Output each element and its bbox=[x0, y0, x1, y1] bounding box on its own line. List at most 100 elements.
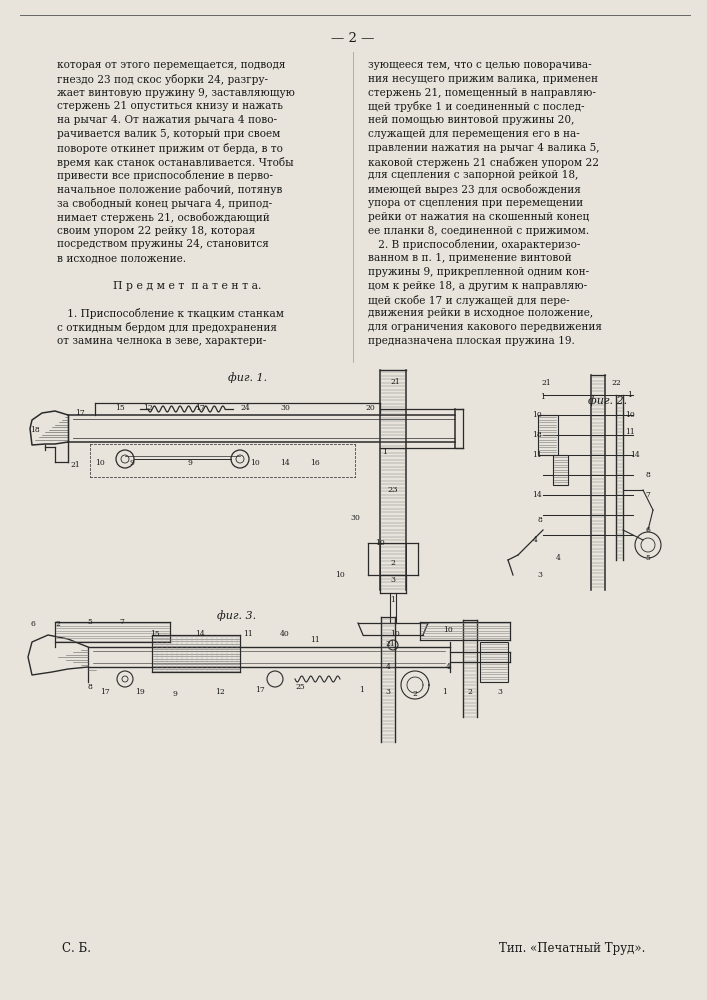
Text: 22: 22 bbox=[611, 379, 621, 387]
Text: 10: 10 bbox=[95, 459, 105, 467]
Text: 8: 8 bbox=[88, 683, 93, 691]
Text: ванном в п. 1, применение винтовой: ванном в п. 1, применение винтовой bbox=[368, 253, 572, 263]
Text: 14: 14 bbox=[630, 451, 640, 459]
Text: привести все приспособление в перво-: привести все приспособление в перво- bbox=[57, 170, 273, 181]
Text: 15: 15 bbox=[150, 630, 160, 638]
Bar bbox=[480, 642, 508, 682]
Text: 11: 11 bbox=[532, 451, 542, 459]
Text: для сцепления с запорной рейкой 18,: для сцепления с запорной рейкой 18, bbox=[368, 170, 578, 180]
Text: фиг. 3.: фиг. 3. bbox=[218, 610, 257, 621]
Text: 23: 23 bbox=[387, 486, 398, 494]
Text: С. Б.: С. Б. bbox=[62, 942, 91, 955]
Text: имеющей вырез 23 для освобождения: имеющей вырез 23 для освобождения bbox=[368, 184, 581, 195]
Text: 1: 1 bbox=[390, 596, 395, 604]
Text: нимает стержень 21, освобождающий: нимает стержень 21, освобождающий bbox=[57, 212, 270, 223]
Text: на рычаг 4. От нажатия рычага 4 пово-: на рычаг 4. От нажатия рычага 4 пово- bbox=[57, 115, 277, 125]
Text: 6: 6 bbox=[645, 526, 650, 534]
Text: 3: 3 bbox=[498, 688, 503, 696]
Bar bbox=[553, 455, 568, 485]
Text: повороте откинет прижим от берда, в то: повороте откинет прижим от берда, в то bbox=[57, 143, 283, 154]
Text: 11: 11 bbox=[625, 428, 635, 436]
Text: ней помощью винтовой пружины 20,: ней помощью винтовой пружины 20, bbox=[368, 115, 574, 125]
Text: 18: 18 bbox=[532, 431, 542, 439]
Text: 8: 8 bbox=[645, 471, 650, 479]
Text: щей трубке 1 и соединенный с послед-: щей трубке 1 и соединенный с послед- bbox=[368, 101, 585, 112]
Text: ее планки 8, соединенной с прижимом.: ее планки 8, соединенной с прижимом. bbox=[368, 226, 589, 236]
Text: зующееся тем, что с целью поворачива-: зующееся тем, что с целью поворачива- bbox=[368, 60, 592, 70]
Text: 10: 10 bbox=[443, 626, 453, 634]
Text: 12: 12 bbox=[215, 688, 225, 696]
Text: с откидным бердом для предохранения: с откидным бердом для предохранения bbox=[57, 322, 277, 333]
Text: 1: 1 bbox=[382, 448, 387, 456]
Text: 14: 14 bbox=[280, 459, 290, 467]
Text: 11: 11 bbox=[243, 630, 253, 638]
Text: 40: 40 bbox=[280, 630, 290, 638]
Text: начальное положение рабочий, потянув: начальное положение рабочий, потянув bbox=[57, 184, 282, 195]
Text: 6: 6 bbox=[30, 620, 35, 628]
Text: для ограничения какового передвижения: для ограничения какового передвижения bbox=[368, 322, 602, 332]
Text: 4: 4 bbox=[445, 663, 450, 671]
Text: 7: 7 bbox=[645, 491, 650, 499]
Text: рачивается валик 5, который при своем: рачивается валик 5, который при своем bbox=[57, 129, 281, 139]
Text: 4: 4 bbox=[532, 536, 537, 544]
Text: стержень 21 опуститься книзу и нажать: стержень 21 опуститься книзу и нажать bbox=[57, 101, 283, 111]
Text: 3: 3 bbox=[385, 688, 390, 696]
Text: 16: 16 bbox=[310, 459, 320, 467]
Text: посредством пружины 24, становится: посредством пружины 24, становится bbox=[57, 239, 269, 249]
Text: 2: 2 bbox=[390, 559, 395, 567]
Text: 12: 12 bbox=[143, 404, 153, 412]
Text: 2. В приспособлении, охарактеризо-: 2. В приспособлении, охарактеризо- bbox=[368, 239, 580, 250]
Text: 10: 10 bbox=[532, 411, 542, 419]
Text: 21: 21 bbox=[70, 461, 80, 469]
Text: упора от сцепления при перемещении: упора от сцепления при перемещении bbox=[368, 198, 583, 208]
Text: 10: 10 bbox=[390, 630, 400, 638]
Text: правлении нажатия на рычаг 4 валика 5,: правлении нажатия на рычаг 4 валика 5, bbox=[368, 143, 600, 153]
Text: 10: 10 bbox=[625, 411, 635, 419]
Text: предназначена плоская пружина 19.: предназначена плоская пружина 19. bbox=[368, 336, 575, 346]
Text: стержень 21, помещенный в направляю-: стержень 21, помещенный в направляю- bbox=[368, 88, 596, 98]
Text: фиг. 1.: фиг. 1. bbox=[228, 372, 267, 383]
Text: 17: 17 bbox=[255, 686, 265, 694]
Text: 1: 1 bbox=[541, 393, 545, 401]
Text: 2: 2 bbox=[56, 620, 60, 628]
Text: Тип. «Печатный Труд».: Тип. «Печатный Труд». bbox=[498, 942, 645, 955]
Text: 14: 14 bbox=[195, 630, 205, 638]
Text: гнездо 23 под скос уборки 24, разгру-: гнездо 23 под скос уборки 24, разгру- bbox=[57, 74, 268, 85]
Text: 1: 1 bbox=[443, 688, 448, 696]
Text: пружины 9, прикрепленной одним кон-: пружины 9, прикрепленной одним кон- bbox=[368, 267, 589, 277]
Text: 25: 25 bbox=[295, 683, 305, 691]
Text: 3: 3 bbox=[537, 571, 542, 579]
Text: 24: 24 bbox=[240, 404, 250, 412]
Text: 8: 8 bbox=[537, 516, 542, 524]
Text: 10: 10 bbox=[250, 459, 260, 467]
Text: 2: 2 bbox=[413, 690, 417, 698]
Text: движения рейки в исходное положение,: движения рейки в исходное положение, bbox=[368, 308, 593, 318]
Text: 30: 30 bbox=[350, 514, 360, 522]
Text: время как станок останавливается. Чтобы: время как станок останавливается. Чтобы bbox=[57, 157, 293, 168]
Text: 5: 5 bbox=[645, 554, 650, 562]
Bar bbox=[538, 415, 558, 455]
Text: 10: 10 bbox=[335, 571, 345, 579]
Text: 9: 9 bbox=[173, 690, 177, 698]
Text: в исходное положение.: в исходное положение. bbox=[57, 253, 186, 263]
Text: 7: 7 bbox=[119, 618, 124, 626]
Text: 11: 11 bbox=[310, 636, 320, 644]
Text: от замина челнока в зеве, характери-: от замина челнока в зеве, характери- bbox=[57, 336, 267, 346]
Text: 15: 15 bbox=[115, 404, 125, 412]
Text: 17: 17 bbox=[100, 688, 110, 696]
Text: 9: 9 bbox=[129, 459, 134, 467]
Text: служащей для перемещения его в на-: служащей для перемещения его в на- bbox=[368, 129, 580, 139]
Text: каковой стержень 21 снабжен упором 22: каковой стержень 21 снабжен упором 22 bbox=[368, 157, 599, 168]
Text: цом к рейке 18, а другим к направляю-: цом к рейке 18, а другим к направляю- bbox=[368, 281, 587, 291]
Text: — 2 —: — 2 — bbox=[332, 32, 375, 45]
Text: 5: 5 bbox=[88, 618, 93, 626]
Text: 4: 4 bbox=[385, 663, 390, 671]
Text: 21: 21 bbox=[385, 640, 395, 648]
Text: 10: 10 bbox=[375, 539, 385, 547]
Text: 2: 2 bbox=[467, 688, 472, 696]
Text: жает винтовую пружину 9, заставляющую: жает винтовую пружину 9, заставляющую bbox=[57, 88, 295, 98]
Text: 18: 18 bbox=[30, 426, 40, 434]
Text: щей скобе 17 и служащей для пере-: щей скобе 17 и служащей для пере- bbox=[368, 295, 570, 306]
Text: 17: 17 bbox=[75, 409, 85, 417]
Text: 1. Приспособление к ткацким станкам: 1. Приспособление к ткацким станкам bbox=[57, 308, 284, 319]
